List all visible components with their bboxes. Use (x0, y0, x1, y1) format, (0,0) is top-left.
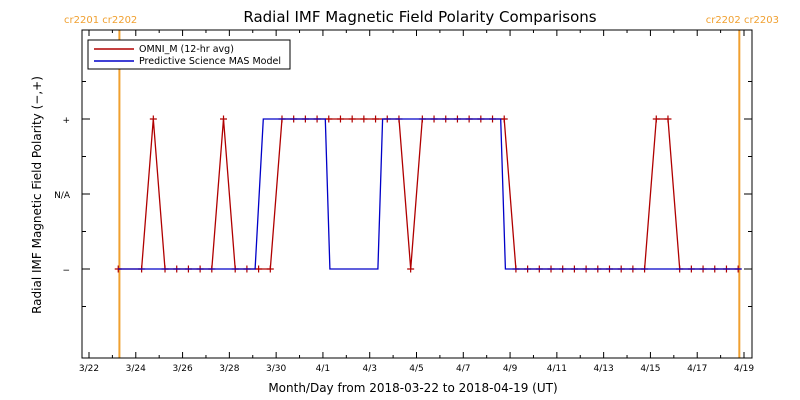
legend: OMNI_M (12-hr avg) Predictive Science MA… (87, 39, 291, 70)
x-tick-label-5: 4/1 (316, 364, 330, 374)
x-tick-label-4: 3/30 (266, 364, 286, 374)
x-tick-label-8: 4/7 (456, 364, 470, 374)
y-tick-label-1: N/A (54, 191, 71, 201)
data-point-marker (652, 115, 660, 123)
x-tick-label-9: 4/9 (503, 364, 518, 374)
data-point-marker (500, 115, 508, 123)
x-tick-label-3: 3/28 (219, 364, 239, 374)
data-point-marker (255, 265, 263, 273)
series-line-1 (118, 118, 742, 270)
ticks-layer: 3/22 3/24 3/26 3/28 3/30 4/1 4/3 4/5 4/7 4/9 4/11 4… (54, 30, 754, 374)
plot-frame (81, 29, 753, 359)
y-tick-label-2: + (62, 116, 70, 126)
legend-label-mas: Predictive Science MAS Model (139, 56, 281, 67)
carrington-boundaries (118, 30, 741, 358)
data-point-marker (348, 115, 356, 123)
y-tick-label-0: − (62, 266, 70, 276)
x-tick-label-2: 3/26 (172, 364, 192, 374)
x-tick-label-1: 3/24 (126, 364, 146, 374)
data-point-marker (149, 115, 157, 123)
chart-title: Radial IMF Magnetic Field Polarity Compa… (243, 8, 596, 26)
x-tick-label-13: 4/17 (687, 364, 707, 374)
series-layer (114, 115, 742, 273)
x-tick-label-6: 4/3 (362, 364, 376, 374)
series-line-0 (118, 118, 739, 270)
data-point-marker (372, 115, 380, 123)
x-tick-label-0: 3/22 (79, 364, 99, 374)
x-tick-label-12: 4/15 (640, 364, 660, 374)
x-tick-label-10: 4/11 (547, 364, 567, 374)
x-axis-title: Month/Day from 2018-03-22 to 2018-04-19 … (268, 381, 557, 395)
data-point-marker (664, 115, 672, 123)
x-tick-label-14: 4/19 (734, 364, 754, 374)
data-point-marker (266, 265, 274, 273)
legend-box (87, 39, 291, 70)
carrington-label-left: cr2201 cr2202 (64, 15, 137, 26)
y-axis-title: Radial IMF Magnetic Field Polarity (−,+) (30, 76, 44, 314)
data-point-marker (336, 115, 344, 123)
x-tick-label-11: 4/13 (594, 364, 614, 374)
data-point-marker (407, 265, 415, 273)
x-tick-label-7: 4/5 (409, 364, 423, 374)
data-point-marker (360, 115, 368, 123)
data-point-marker (220, 115, 228, 123)
carrington-label-right: cr2202 cr2203 (706, 15, 779, 26)
legend-label-omni: OMNI_M (12-hr avg) (139, 44, 234, 55)
data-point-marker (325, 115, 333, 123)
